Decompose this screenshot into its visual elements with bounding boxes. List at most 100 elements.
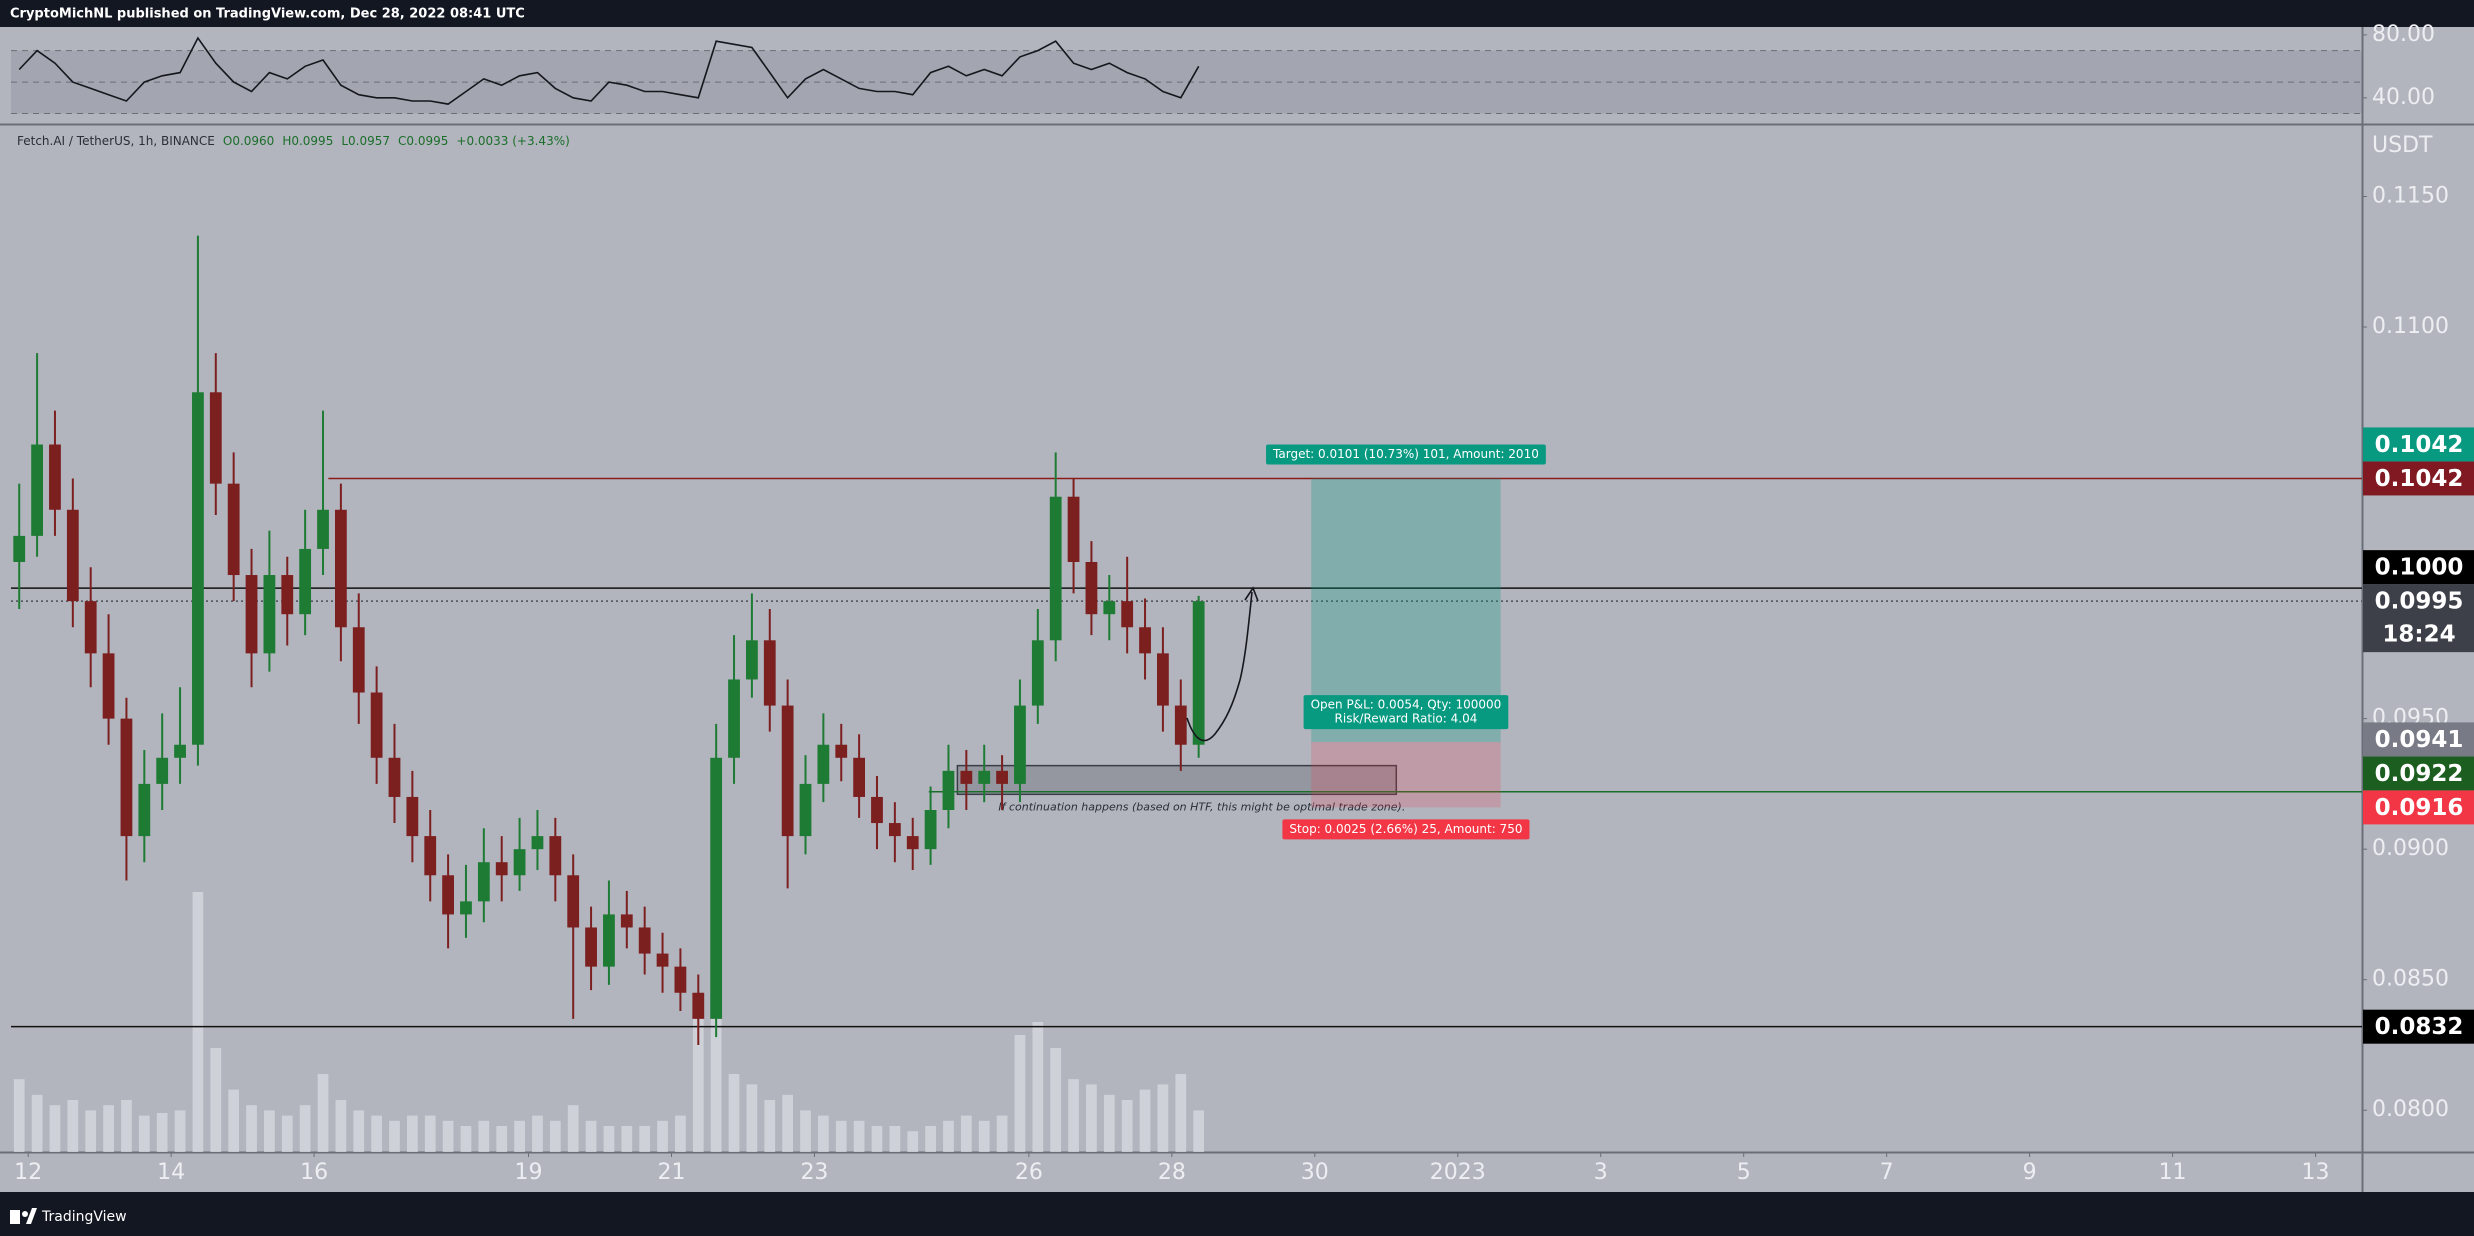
legend: Fetch.AI / TetherUS, 1h, BINANCE O0.0960 H… — [17, 134, 570, 148]
volume-bar — [746, 1084, 758, 1152]
candle-body — [692, 992, 705, 1019]
volume-bar — [156, 1113, 168, 1152]
x-tick-label: 7 — [1880, 1160, 1894, 1185]
volume-bar — [424, 1115, 436, 1152]
candle-body — [120, 718, 133, 837]
volume-bar — [1086, 1084, 1097, 1152]
candle-body — [227, 483, 240, 576]
candle-body — [388, 757, 401, 797]
x-tick-label: 12 — [14, 1160, 42, 1185]
candle-body — [84, 601, 97, 654]
legend-low: L0.0957 — [341, 134, 390, 148]
price-badge — [2363, 550, 2474, 585]
volume-bar — [532, 1115, 543, 1152]
candle-body — [1103, 601, 1116, 615]
candle-body — [1067, 496, 1080, 562]
volume-bar — [442, 1120, 454, 1152]
candle-body — [513, 849, 526, 876]
volume-bar — [281, 1115, 293, 1152]
rsi-tick-label: 40.00 — [2372, 85, 2435, 110]
price-badge-label: 0.0941 — [2375, 727, 2464, 753]
candle-body — [31, 444, 43, 536]
volume-bar — [1121, 1100, 1133, 1152]
logo-part — [22, 1211, 28, 1217]
volume-bar — [49, 1105, 61, 1152]
volume-bar — [925, 1126, 936, 1152]
candle-body — [192, 392, 204, 745]
logo-part — [26, 1208, 37, 1224]
candle-body — [245, 575, 258, 654]
candle-body — [209, 392, 222, 484]
price-badge — [2363, 461, 2474, 496]
volume-bar — [853, 1120, 865, 1152]
volume-bar — [1103, 1094, 1115, 1152]
candle-body — [799, 783, 812, 837]
volume-bar — [710, 1009, 722, 1152]
y-tick-label: 0.0900 — [2372, 836, 2449, 861]
price-badge — [2363, 584, 2474, 653]
x-tick-label: 9 — [2023, 1160, 2037, 1185]
volume-bar — [478, 1120, 490, 1152]
target-tag-bg — [1266, 444, 1546, 465]
price-badge — [2363, 427, 2474, 462]
volume-bar — [496, 1126, 508, 1152]
x-tick-label: 3 — [1594, 1160, 1608, 1185]
rsi-tick-label: 80.00 — [2372, 22, 2435, 47]
volume-bar — [299, 1105, 311, 1152]
candle-body — [66, 509, 79, 602]
volume-bar — [764, 1100, 776, 1152]
legend-high: H0.0995 — [282, 134, 333, 148]
candle-body — [763, 640, 776, 706]
candle-body — [370, 692, 383, 758]
price-badge-label: 0.1000 — [2375, 555, 2464, 581]
candle-body — [674, 966, 687, 993]
volume-bar — [800, 1110, 811, 1152]
volume-bar — [1032, 1022, 1044, 1152]
candle-body — [1157, 653, 1169, 706]
candle-body — [585, 927, 597, 967]
volume-bar — [264, 1110, 275, 1152]
x-tick-label: 19 — [515, 1160, 543, 1185]
x-tick-label: 11 — [2159, 1160, 2187, 1185]
candle-body — [942, 770, 955, 810]
price-badge-label: 0.0995 — [2375, 589, 2464, 615]
volume-bar — [1014, 1035, 1026, 1152]
volume-bar — [907, 1131, 919, 1152]
candle-body — [49, 444, 61, 510]
volume-bar — [85, 1110, 97, 1152]
volume-bar — [657, 1120, 668, 1152]
candle-body — [1174, 705, 1187, 745]
candle-body — [1014, 705, 1026, 784]
volume-bar — [210, 1048, 222, 1152]
price-badge-label: 0.0832 — [2375, 1014, 2464, 1040]
countdown: 18:24 — [2382, 622, 2455, 648]
legend-symbol: Fetch.AI / TetherUS, 1h, BINANCE — [17, 134, 215, 148]
volume-bar — [371, 1115, 382, 1152]
candle-body — [781, 705, 794, 837]
price-badge-label: 0.1042 — [2375, 466, 2464, 492]
legend-close: C0.0995 — [398, 134, 448, 148]
candle-body — [281, 575, 294, 615]
volume-bar — [639, 1126, 651, 1152]
volume-bar — [514, 1120, 525, 1152]
price-badge-label: 0.0916 — [2375, 795, 2464, 821]
x-tick-label: 14 — [157, 1160, 185, 1185]
plot-layer: 12 14 16 19 21 23 26 28 30 2023 3 5 7 9 11 13 0.0800 0.08… — [11, 22, 2474, 1185]
price-badge — [2363, 1009, 2474, 1044]
volume-bar — [549, 1120, 561, 1152]
candle-body — [1121, 601, 1134, 628]
volume-bar — [228, 1089, 240, 1152]
volume-bar — [407, 1115, 418, 1152]
currency-label: USDT — [2372, 133, 2433, 158]
candle-body — [352, 627, 365, 693]
candle-body — [620, 914, 633, 928]
candle-body — [978, 770, 991, 784]
volume-bar — [1139, 1089, 1151, 1152]
candle-body — [817, 744, 830, 784]
candle-body — [746, 640, 758, 680]
zone-note: If continuation happens (based on HTF, t… — [998, 800, 1405, 813]
candle-body — [1085, 561, 1098, 615]
trade-zone — [956, 764, 1398, 796]
volume-bar — [692, 996, 704, 1152]
